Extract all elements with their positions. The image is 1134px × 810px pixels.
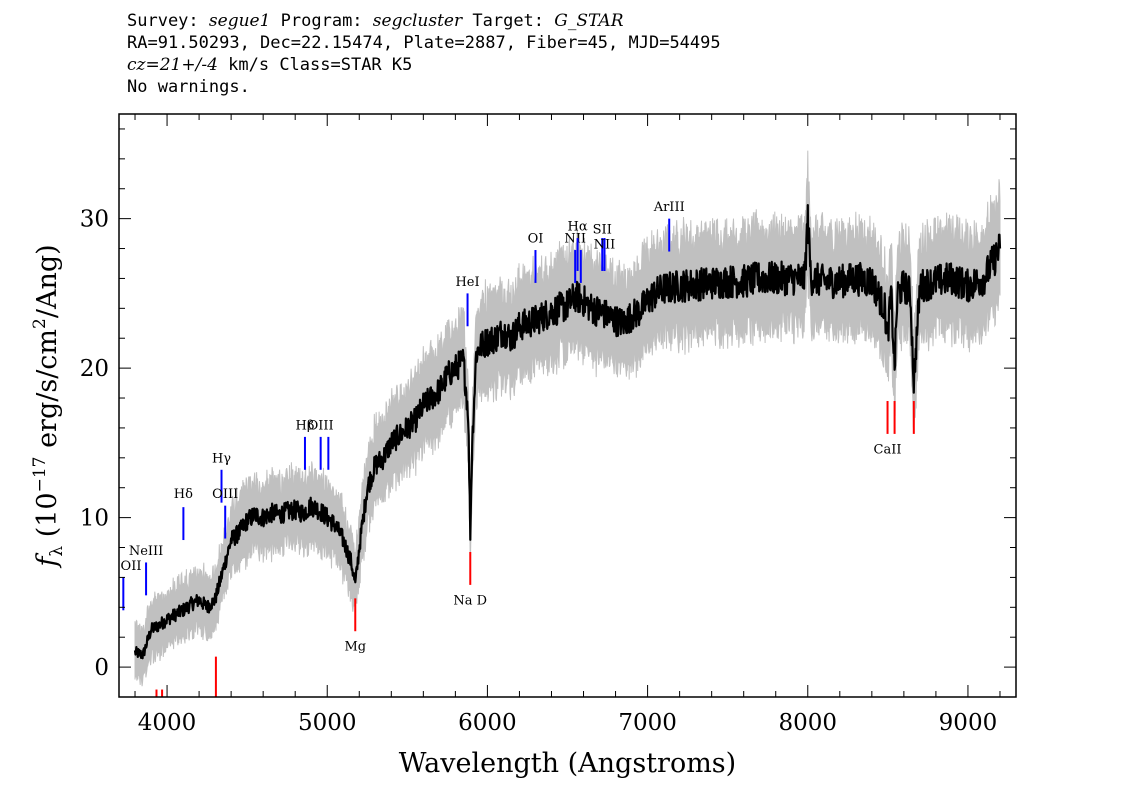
target-value: G_STAR <box>554 11 624 31</box>
line-label: CaII <box>874 442 902 457</box>
y-axis-title: fλ (10−17 erg/s/cm2/Ang) <box>30 244 67 568</box>
x-tick-label: 9000 <box>939 710 998 736</box>
spectrum-line <box>133 204 1002 660</box>
x-tick-label: 6000 <box>458 710 517 736</box>
line-label: OI <box>528 232 544 247</box>
line-label: OIII <box>212 487 238 502</box>
class-value: km/s Class=STAR K5 <box>228 55 413 75</box>
line-label: ArIII <box>653 200 685 215</box>
header-line-warnings: No warnings. <box>127 77 250 97</box>
line-label: Hα <box>568 220 588 235</box>
line-label: NII <box>564 232 586 247</box>
line-label: Hδ <box>174 487 193 502</box>
axes-layer: 4000 5000 6000 7000 8000 9000 0 10 20 30 <box>80 114 1016 736</box>
line-label: SII <box>593 223 612 238</box>
line-label: HeI <box>455 275 479 290</box>
header-line-redshift: cz=21+/-4 km/s Class=STAR K5 <box>127 54 721 76</box>
line-label: OIII <box>308 418 334 433</box>
header-line-survey: Survey: segue1 Program: segcluster Targe… <box>127 10 721 32</box>
line-label: Hγ <box>212 451 231 466</box>
cz-value: cz=21+/-4 <box>127 55 218 75</box>
x-axis-title: Wavelength (Angstroms) <box>399 748 736 779</box>
target-label: Target: <box>472 11 545 31</box>
line-label: NeIII <box>129 544 163 559</box>
x-tick-label: 5000 <box>298 710 357 736</box>
spectrum-header: Survey: segue1 Program: segcluster Targe… <box>127 10 721 98</box>
spectrum-layer <box>133 204 1002 660</box>
x-tick-label: 7000 <box>618 710 677 736</box>
survey-label: Survey: <box>127 11 199 31</box>
line-label: NII <box>594 238 616 253</box>
header-line-coordinates: RA=91.50293, Dec=22.15474, Plate=2887, F… <box>127 33 721 53</box>
plot-frame <box>118 113 1017 698</box>
y-tick-label: 10 <box>80 506 109 532</box>
y-tick-label: 0 <box>94 655 109 681</box>
program-label: Program: <box>280 11 363 31</box>
x-tick-label: 8000 <box>778 710 837 736</box>
y-tick-label: 20 <box>80 356 109 382</box>
line-label: Mg <box>344 640 366 655</box>
line-label: Hβ <box>296 418 315 433</box>
line-label: Na D <box>453 593 487 608</box>
program-value: segcluster <box>372 11 463 31</box>
x-tick-label: 4000 <box>138 710 197 736</box>
y-tick-label: 30 <box>80 207 109 233</box>
line-label: OII <box>121 559 142 574</box>
survey-value: segue1 <box>208 11 271 31</box>
